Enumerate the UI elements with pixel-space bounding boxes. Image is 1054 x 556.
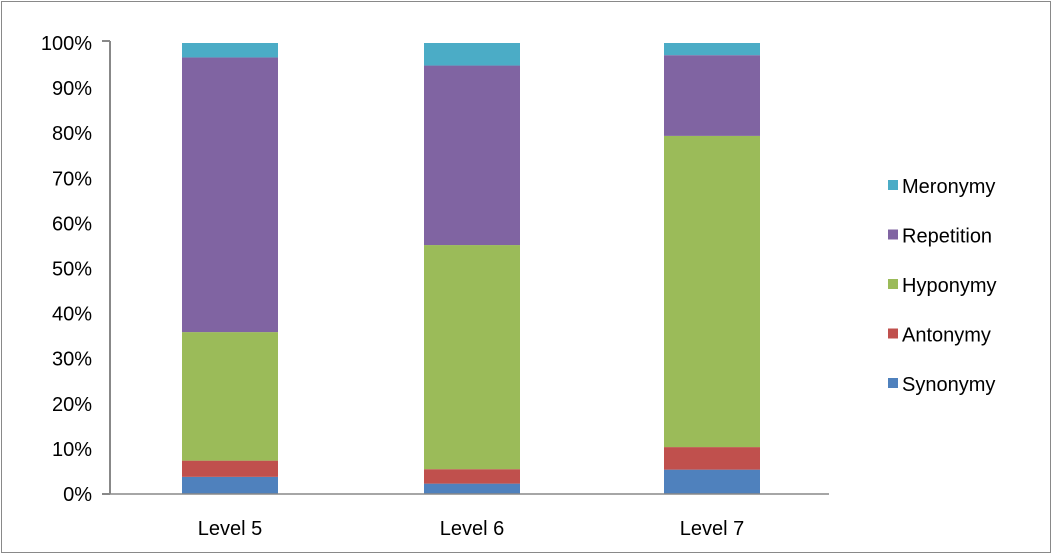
x-tick-label: Level 7 <box>680 518 745 540</box>
y-tick-label: 70% <box>52 168 92 190</box>
legend-label-meronymy: Meronymy <box>902 176 995 198</box>
y-tick-label: 40% <box>52 304 92 326</box>
bars <box>182 43 760 494</box>
bar-meronymy-level-7 <box>664 43 760 56</box>
axes <box>102 40 829 495</box>
bar-antonymy-level-7 <box>664 447 760 470</box>
bar-synonymy-level-5 <box>182 476 278 494</box>
bar-hyponymy-level-5 <box>182 332 278 461</box>
bar-repetition-level-5 <box>182 57 278 333</box>
bar-synonymy-level-7 <box>664 469 760 494</box>
y-tick-label: 80% <box>52 123 92 145</box>
bar-repetition-level-6 <box>424 65 520 246</box>
bar-antonymy-level-6 <box>424 469 520 484</box>
y-tick-label: 50% <box>52 259 92 281</box>
y-tick-label: 60% <box>52 213 92 235</box>
legend-label-repetition: Repetition <box>902 226 992 248</box>
legend-swatch-antonymy <box>888 328 898 339</box>
legend-swatch-meronymy <box>888 180 898 190</box>
bar-antonymy-level-5 <box>182 460 278 477</box>
legend: Meronymy Repetition Hyponymy Antonymy Synony… <box>888 176 996 396</box>
bar-repetition-level-7 <box>664 55 760 136</box>
bar-synonymy-level-6 <box>424 483 520 494</box>
legend-label-hyponymy: Hyponymy <box>902 275 996 297</box>
legend-label-antonymy: Antonymy <box>902 325 991 347</box>
y-tick-label: 90% <box>52 78 92 100</box>
bar-meronymy-level-5 <box>182 43 278 58</box>
bar-hyponymy-level-6 <box>424 245 520 470</box>
y-tick-label: 10% <box>52 439 92 461</box>
y-tick-label: 20% <box>52 394 92 416</box>
y-tick-label: 100% <box>41 33 92 55</box>
y-tick-label: 30% <box>52 349 92 371</box>
x-tick-label: Level 5 <box>198 518 263 540</box>
legend-swatch-hyponymy <box>888 279 898 289</box>
legend-swatch-repetition <box>888 229 898 240</box>
y-tick-label: 0% <box>63 484 92 506</box>
bar-hyponymy-level-7 <box>664 135 760 448</box>
x-tick-label: Level 6 <box>440 518 505 540</box>
bar-meronymy-level-6 <box>424 43 520 66</box>
x-axis-labels: Level 5 Level 6 Level 7 <box>198 518 745 540</box>
legend-label-synonymy: Synonymy <box>902 374 995 396</box>
legend-swatch-synonymy <box>888 378 898 388</box>
y-axis-ticks: 0% 10% 20% 30% 40% 50% 60% 70% 80% 90% 100% <box>41 33 92 506</box>
